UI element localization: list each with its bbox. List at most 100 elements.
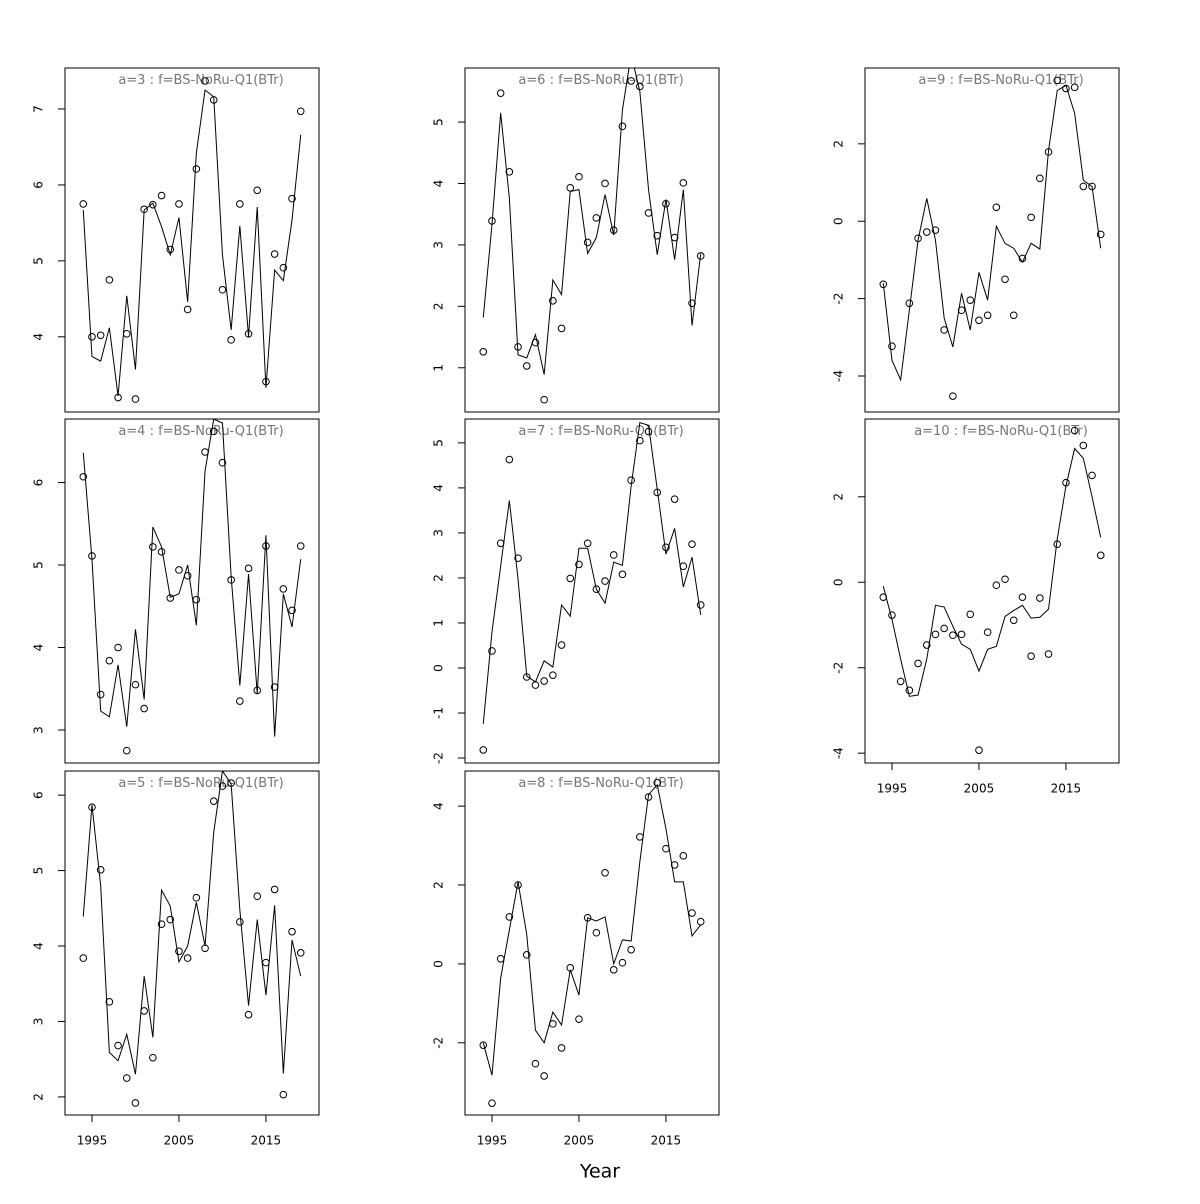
data-point	[114, 643, 122, 652]
data-point	[966, 296, 975, 304]
data-point	[688, 299, 696, 308]
y-tick-label: 0	[832, 578, 846, 586]
y-tick-label: 4	[432, 484, 446, 492]
data-point	[236, 918, 244, 926]
data-point	[566, 574, 575, 583]
data-point	[575, 1015, 583, 1023]
data-point	[540, 677, 548, 685]
data-point	[114, 1041, 122, 1050]
plot-area	[79, 419, 305, 755]
y-tick-label: 4	[32, 942, 46, 950]
data-point	[601, 868, 609, 877]
panel-title: a=9 : f=BS-NoRu-Q1(BTr)	[918, 73, 1083, 88]
x-tick-label: 1995	[477, 1134, 508, 1148]
data-point	[192, 595, 201, 604]
data-point	[966, 610, 975, 619]
data-point	[601, 577, 609, 585]
data-point	[236, 200, 244, 208]
data-point	[175, 200, 183, 208]
data-point	[149, 1053, 157, 1062]
data-point	[218, 782, 227, 790]
data-point	[949, 392, 957, 400]
data-point	[244, 1010, 253, 1019]
data-point	[575, 560, 583, 569]
data-point	[696, 917, 705, 926]
data-point	[922, 641, 931, 649]
data-point	[505, 168, 514, 176]
data-point	[288, 194, 296, 203]
data-point	[296, 107, 305, 116]
data-point	[905, 299, 914, 308]
data-point	[149, 200, 157, 209]
data-point	[879, 280, 888, 289]
data-point	[696, 252, 705, 260]
data-point	[175, 947, 183, 956]
plot-frame	[64, 770, 320, 1116]
data-point	[209, 427, 218, 436]
y-tick-label: 2	[832, 493, 846, 501]
data-point	[557, 1044, 566, 1052]
data-point	[279, 1090, 288, 1099]
data-point	[514, 554, 522, 562]
data-point	[557, 641, 566, 649]
data-point	[662, 844, 670, 853]
data-point	[79, 200, 88, 208]
fitted-line	[482, 68, 702, 375]
data-point	[914, 659, 922, 668]
fitted-line	[82, 419, 302, 737]
y-tick-label: 2	[832, 140, 846, 148]
data-point	[218, 458, 227, 467]
data-point	[592, 928, 601, 937]
plot-frame	[64, 67, 320, 413]
plot-area	[79, 77, 305, 403]
x-tick-label: 2005	[964, 782, 995, 796]
data-point	[983, 628, 992, 637]
y-tick-label: -4	[832, 747, 846, 759]
data-point	[296, 949, 305, 957]
data-point	[896, 677, 905, 686]
data-point	[1036, 174, 1044, 183]
data-point	[1096, 230, 1105, 239]
data-point	[644, 793, 653, 801]
data-point	[888, 342, 896, 351]
data-point	[288, 606, 296, 615]
data-point	[670, 861, 679, 869]
panel-title: a=3 : f=BS-NoRu-Q1(BTr)	[118, 73, 283, 88]
data-point	[270, 885, 279, 894]
data-point	[1096, 551, 1105, 560]
y-tick-label: 5	[432, 439, 446, 447]
data-point	[192, 165, 201, 173]
y-tick-label: -4	[832, 370, 846, 382]
data-point	[1079, 182, 1088, 191]
data-point	[1001, 575, 1009, 584]
data-point	[131, 680, 140, 689]
plot-area	[79, 771, 305, 1107]
y-tick-label: 4	[32, 333, 46, 341]
plot-area	[479, 68, 705, 404]
x-tick-label: 2015	[251, 1134, 282, 1148]
data-point	[505, 455, 514, 464]
data-point	[992, 203, 1001, 212]
plot-frame	[464, 67, 720, 413]
fitted-line	[82, 771, 302, 1075]
x-tick-label: 1995	[877, 782, 908, 796]
data-point	[1070, 426, 1079, 435]
plot-area	[879, 76, 1105, 400]
panel-title: a=5 : f=BS-NoRu-Q1(BTr)	[118, 776, 283, 791]
data-point	[940, 326, 948, 334]
data-point	[1088, 471, 1096, 480]
data-point	[479, 746, 488, 754]
data-point	[531, 681, 540, 689]
x-tick-label: 1995	[77, 1134, 108, 1148]
data-point	[1009, 616, 1018, 625]
data-point	[236, 697, 244, 705]
data-point	[183, 305, 192, 314]
data-point	[1027, 652, 1035, 660]
x-axis-title: Year	[579, 1161, 620, 1183]
data-point	[566, 183, 575, 192]
data-point	[592, 585, 601, 593]
data-point	[209, 797, 218, 805]
data-point	[618, 958, 627, 967]
